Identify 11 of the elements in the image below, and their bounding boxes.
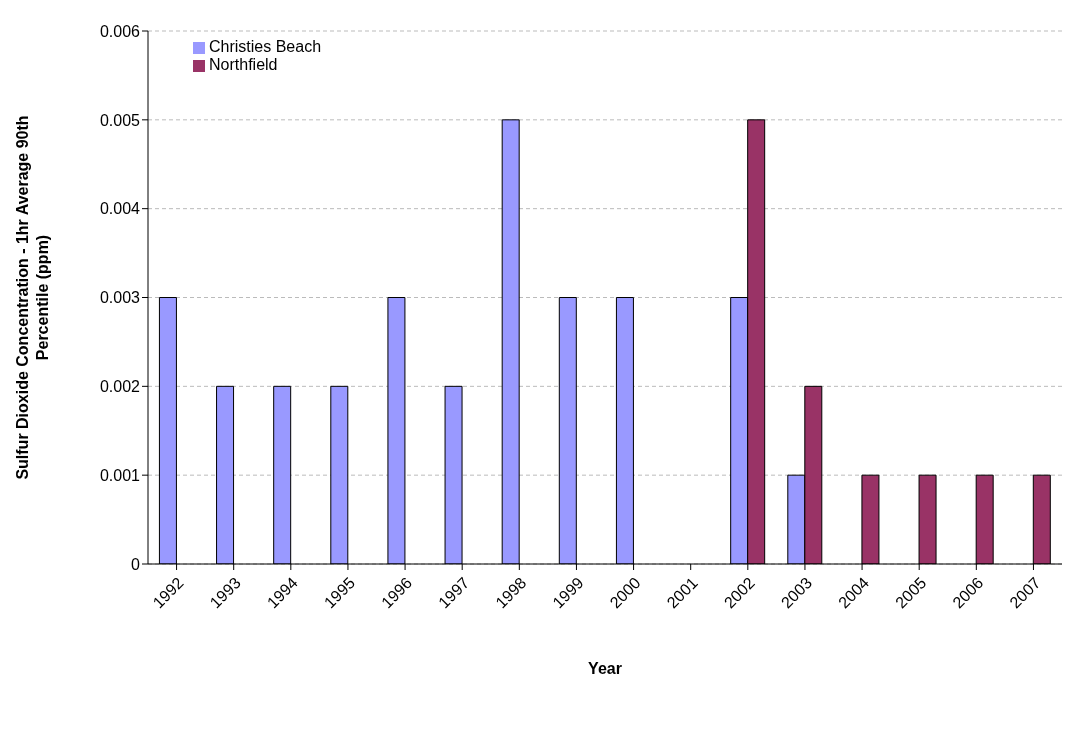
legend-label: Christies Beach (209, 38, 322, 55)
y-tick-label: 0.004 (99, 200, 141, 218)
y-tick-label: 0.001 (99, 466, 141, 484)
y-tick-label: 0.003 (99, 289, 141, 307)
y-tick-label: 0.002 (99, 378, 141, 396)
y-tick-label: 0.006 (99, 22, 141, 40)
x-axis-title: Year (588, 660, 622, 677)
legend-label: Northfield (209, 56, 278, 73)
y-axis-title: Sulfur Dioxide Concentration - 1hr Average 90th Percentile (ppm) (14, 115, 51, 480)
y-tick-label: 0.005 (99, 111, 141, 129)
y-tick-label: 0 (131, 555, 141, 573)
